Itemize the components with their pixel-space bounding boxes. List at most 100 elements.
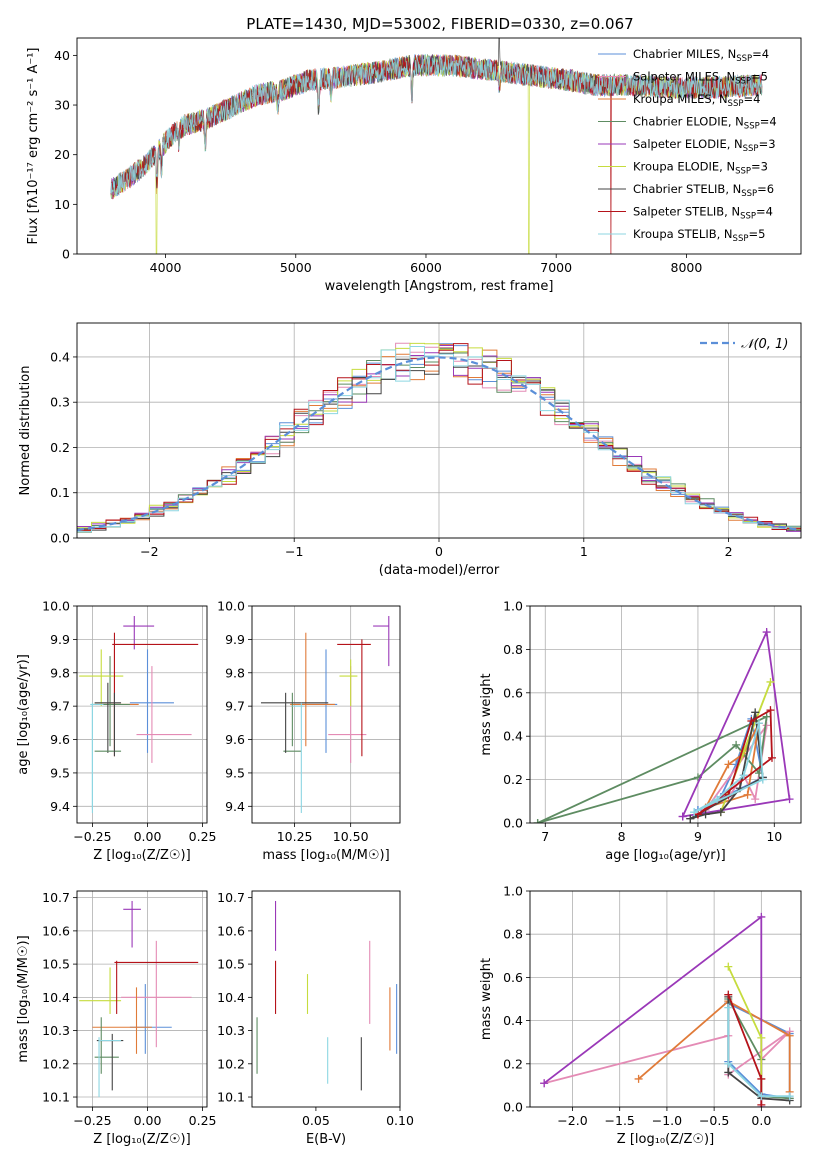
x-axis-label: age [log₁₀(age/yr)] <box>605 848 726 863</box>
weight-marker <box>724 760 733 769</box>
x-tick-label: −2 <box>140 544 158 559</box>
x-tick-label: −0.5 <box>699 1113 729 1128</box>
weight-marker <box>766 706 775 715</box>
weight-marker <box>762 628 771 637</box>
x-tick-label: −1.5 <box>605 1113 635 1128</box>
panel-weight_vs_age: 7 8 9 10 0.0 0.2 0.4 0.6 0.8 1.0 age [log₁₀(age/yr… <box>479 599 802 863</box>
y-tick-label: 9.4 <box>50 799 70 814</box>
x-axis-label: Z [log₁₀(Z/Z☉)] <box>93 1132 190 1147</box>
weight-marker <box>785 795 794 804</box>
y-tick-label: 10.6 <box>42 923 70 938</box>
x-tick-label: 4000 <box>150 260 182 275</box>
y-tick-label: 0.4 <box>50 349 70 364</box>
y-tick-label: 9.6 <box>50 732 70 747</box>
weight-marker <box>757 912 766 921</box>
legend-label-main: Kroupa MILES, N <box>633 92 728 106</box>
weight-series <box>681 628 791 818</box>
x-tick-label: 7000 <box>540 260 572 275</box>
x-axis-label: (data-model)/error <box>379 563 500 578</box>
panel-weight_vs_Z: −2.0 −1.5 −1.0 −0.5 0.0 0.0 0.2 0.4 0.6 0.8 1.0 Z [… <box>479 884 802 1147</box>
weight-marker <box>762 712 771 721</box>
axes-frame <box>76 605 208 824</box>
legend-label-sub: SSP <box>735 77 751 87</box>
y-tick-label: 9.8 <box>225 665 245 680</box>
x-tick-label: 7 <box>541 829 549 844</box>
y-tick-label: 1.0 <box>503 884 523 899</box>
x-axis-label: Z [log₁₀(Z/Z☉)] <box>617 1132 714 1147</box>
axes-frame <box>529 890 802 1108</box>
x-tick-label: 2 <box>725 544 733 559</box>
x-tick-label: −0.25 <box>73 829 111 844</box>
legend-label: Chabrier ELODIE, NSSP=4 <box>633 115 777 132</box>
weight-marker <box>757 1092 766 1101</box>
y-axis-label: age [log₁₀(age/yr)] <box>16 654 31 775</box>
axes-frame <box>76 890 208 1108</box>
y-tick-label: 0.6 <box>503 685 523 700</box>
x-tick-label: 10 <box>766 829 782 844</box>
weight-series <box>727 996 790 1102</box>
legend-label: Chabrier MILES, NSSP=4 <box>633 47 769 64</box>
axes-frame <box>251 890 401 1108</box>
y-tick-label: 0.8 <box>503 927 523 942</box>
y-tick-label: 10.3 <box>217 1023 245 1038</box>
plot-area <box>533 628 794 823</box>
plot-area <box>79 900 199 1098</box>
normal-curve <box>77 356 799 532</box>
panel-mass_vs_ebv: 0.05 0.10 10.1 10.2 10.3 10.4 10.5 10.6 10.7 E(B-… <box>217 890 414 1147</box>
weight-marker <box>678 812 687 821</box>
legend: 𝒩(0, 1) <box>700 337 788 352</box>
legend-label: Salpeter MILES, NSSP=5 <box>633 70 768 87</box>
weight-marker <box>785 1031 794 1040</box>
legend-label-sub: SSP <box>740 212 756 222</box>
weight-series <box>638 1000 791 1092</box>
plot-area <box>256 900 398 1091</box>
x-tick-label: 0 <box>435 544 443 559</box>
y-tick-label: 10.7 <box>42 890 70 905</box>
y-tick-label: 10.2 <box>42 1056 70 1071</box>
y-tick-label: 30 <box>54 98 70 113</box>
y-tick-label: 0.3 <box>50 395 70 410</box>
weight-series <box>704 722 760 809</box>
x-axis-label: Z [log₁₀(Z/Z☉)] <box>93 848 190 863</box>
y-tick-label: 9.6 <box>225 732 245 747</box>
legend-label-main: Chabrier STELIB, N <box>633 182 741 196</box>
legend-label-main: Kroupa ELODIE, N <box>633 160 735 174</box>
weight-marker <box>713 795 722 804</box>
legend-label-sub: SSP <box>736 54 752 64</box>
weight-marker <box>732 740 741 749</box>
y-tick-label: 10.4 <box>42 990 70 1005</box>
plot-area <box>79 616 199 813</box>
legend-label-sub: SSP <box>735 167 751 177</box>
axes-frame <box>76 37 802 255</box>
y-tick-label: 9.9 <box>50 632 70 647</box>
y-axis-label: mass weight <box>479 958 494 1040</box>
legend-label-tail: =6 <box>757 182 774 196</box>
x-tick-label: 1 <box>580 544 588 559</box>
panel-age_vs_mass: 10.25 10.50 9.4 9.5 9.6 9.7 9.8 9.9 10.0 mass [lo… <box>217 599 401 863</box>
x-tick-label: −1 <box>285 544 303 559</box>
weight-marker <box>766 677 775 686</box>
weight-marker <box>540 1079 549 1088</box>
x-tick-label: 5000 <box>280 260 312 275</box>
axes-frame <box>76 322 802 539</box>
panel-mass_vs_Z: −0.25 0.00 0.25 10.1 10.2 10.3 10.4 10.5 10.6 10.… <box>16 890 217 1147</box>
spectrum-line <box>110 53 763 198</box>
weight-marker <box>701 810 710 819</box>
x-tick-label: −1.0 <box>652 1113 682 1128</box>
x-tick-label: 8000 <box>671 260 703 275</box>
y-tick-label: 40 <box>54 48 70 63</box>
legend-label-sub: SSP <box>741 189 757 199</box>
weight-marker <box>757 1074 766 1083</box>
x-tick-label: 0.00 <box>134 1113 162 1128</box>
weight-marker <box>757 1100 766 1107</box>
legend-label-tail: =5 <box>751 70 768 84</box>
x-tick-label: −0.25 <box>73 1113 111 1128</box>
y-tick-label: 0.4 <box>503 729 523 744</box>
y-tick-label: 9.9 <box>225 632 245 647</box>
legend: Chabrier MILES, NSSP=4 Salpeter MILES, NS… <box>598 47 777 244</box>
weight-marker <box>751 708 760 717</box>
legend-label-sub: SSP <box>744 122 760 132</box>
legend-label-tail: =3 <box>759 137 776 151</box>
x-tick-label: 0.05 <box>302 1113 330 1128</box>
